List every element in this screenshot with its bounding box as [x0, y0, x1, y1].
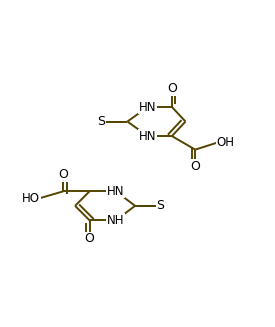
- Text: O: O: [85, 232, 95, 245]
- Text: HO: HO: [22, 192, 40, 205]
- Text: NH: NH: [107, 214, 125, 227]
- Text: HN: HN: [107, 185, 125, 198]
- Text: O: O: [167, 82, 177, 95]
- Text: OH: OH: [216, 136, 235, 149]
- Text: S: S: [97, 115, 105, 128]
- Text: O: O: [190, 160, 200, 173]
- Text: HN: HN: [139, 129, 156, 143]
- Text: S: S: [156, 199, 164, 212]
- Text: HN: HN: [139, 100, 156, 113]
- Text: O: O: [59, 168, 68, 181]
